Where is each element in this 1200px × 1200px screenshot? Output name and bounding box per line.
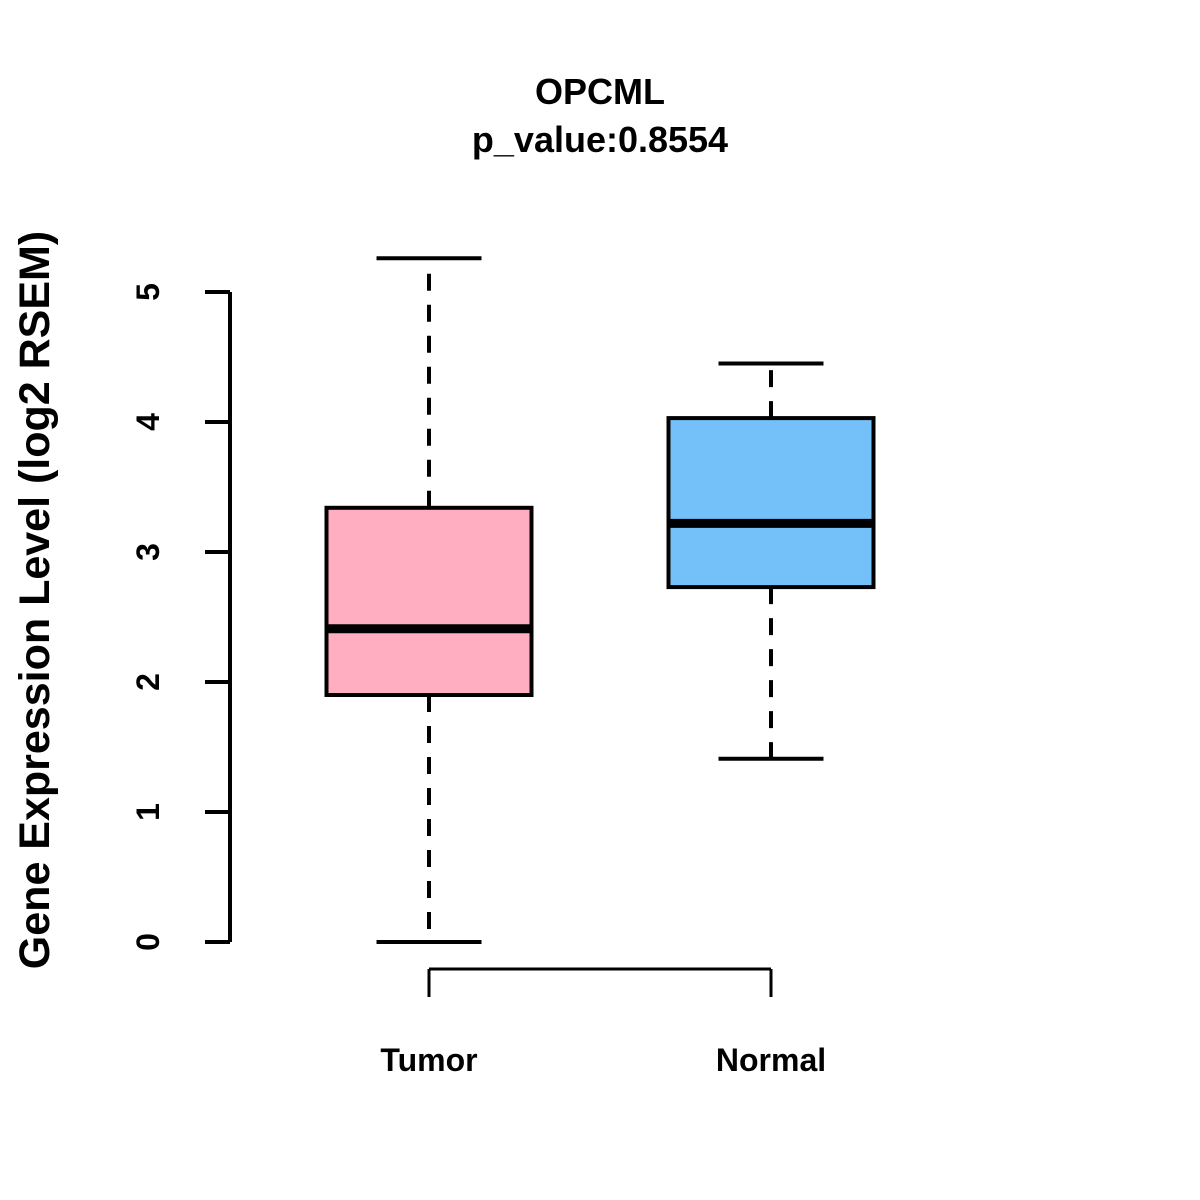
box-tumor [324,505,534,697]
y-tick-label: 4 [130,413,166,431]
category-label-tumor: Tumor [380,1042,478,1078]
y-tick-label: 2 [130,673,166,691]
y-axis-label: Gene Expression Level (log2 RSEM) [11,230,59,970]
category-label-normal: Normal [715,1042,827,1078]
box-normal [666,416,876,590]
chart-subtitle: p_value:0.8554 [471,119,729,160]
y-tick-label: 0 [130,933,166,951]
y-tick-label: 1 [130,803,166,821]
y-tick-label: 5 [130,283,166,301]
y-tick-label: 3 [130,543,166,561]
chart-title: OPCML [535,71,665,112]
